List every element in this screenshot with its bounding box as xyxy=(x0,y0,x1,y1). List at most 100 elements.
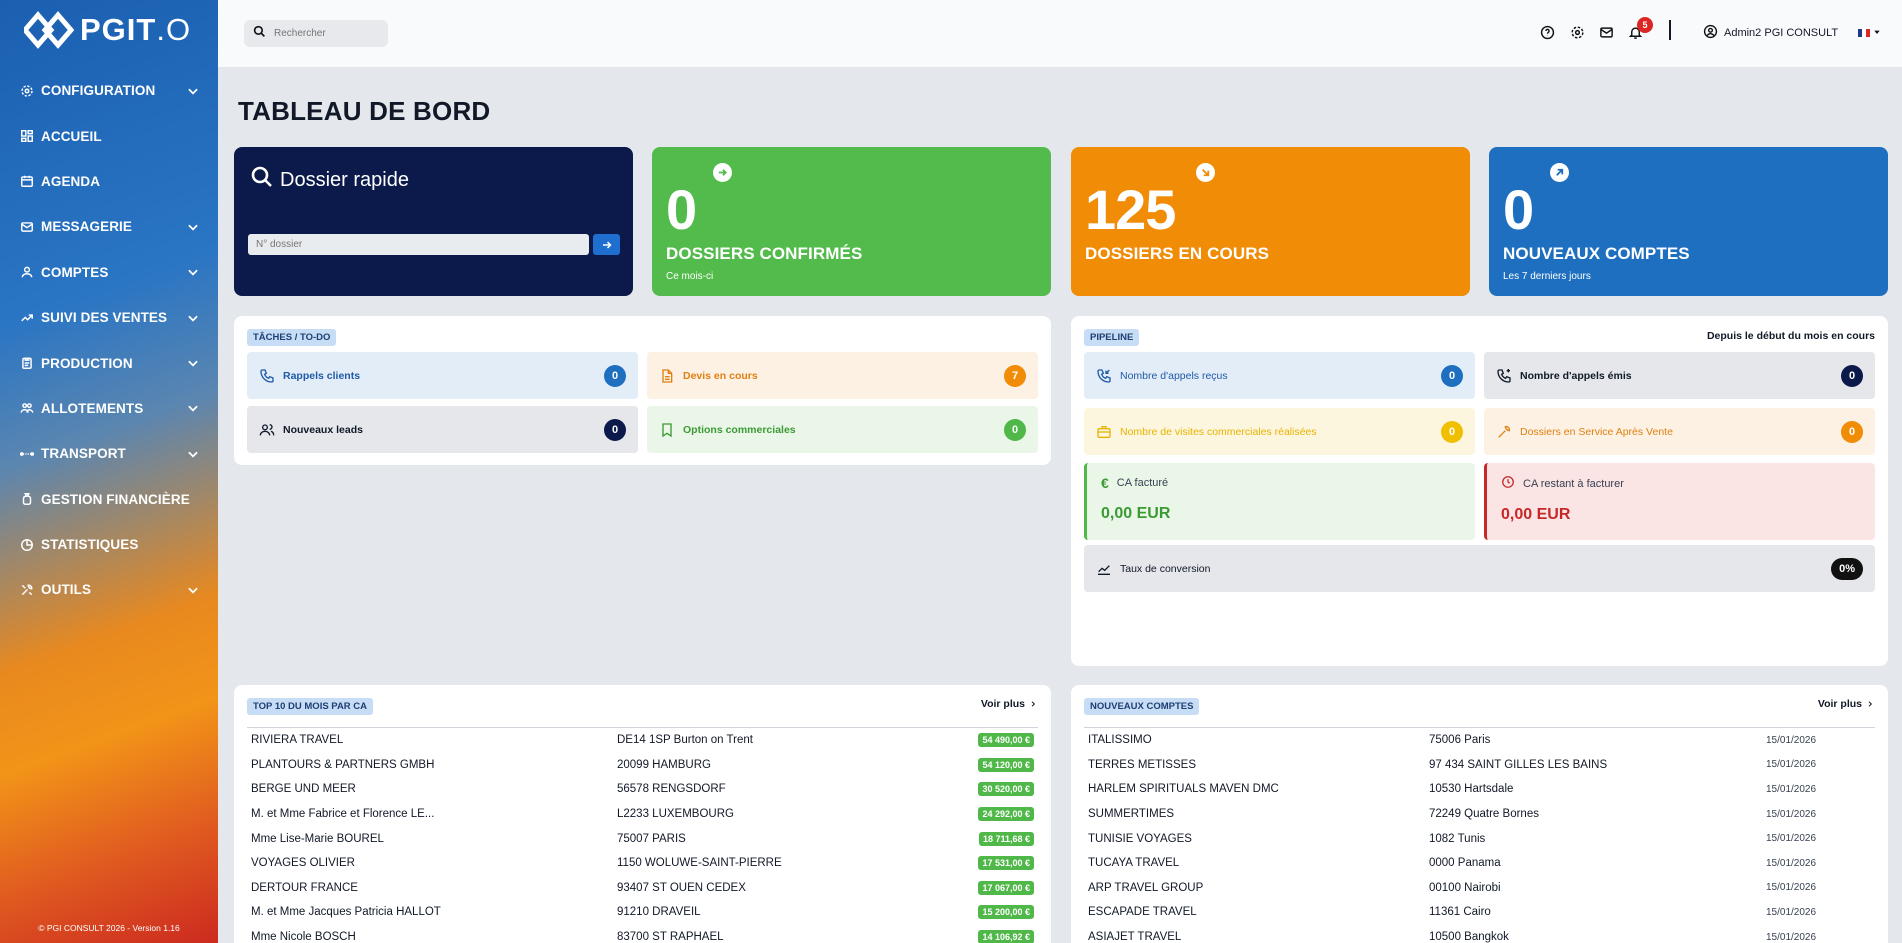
ca-restant-value: 0,00 EUR xyxy=(1501,506,1571,523)
table-row[interactable]: ESCAPADE TRAVEL 11361 Cairo 15/01/2026 xyxy=(1088,906,1817,919)
table-row[interactable]: Mme Nicole BOSCH 83700 ST RAPHAEL 14 106,9… xyxy=(247,925,1038,943)
search-icon xyxy=(253,25,266,43)
go-button[interactable] xyxy=(593,234,620,255)
pipeline-appels-emis[interactable]: Nombre d'appels émis 0 xyxy=(1484,352,1875,399)
logo-diamonds-icon xyxy=(24,11,74,49)
search-input[interactable] xyxy=(274,28,374,39)
table-row[interactable]: HARLEM SPIRITUALS MAVEN DMC 10530 Hartsda… xyxy=(1088,783,1817,796)
sidebar-item-configuration[interactable]: CONFIGURATION xyxy=(0,68,218,113)
arrow-up-right-icon[interactable] xyxy=(1550,163,1569,182)
chevron-down-icon[interactable] xyxy=(186,356,200,370)
chevron-down-icon[interactable] xyxy=(186,265,200,279)
sidebar-item-transport[interactable]: TRANSPORT xyxy=(0,431,218,476)
kpi-nouveaux-comptes[interactable]: 0 NOUVEAUX COMPTES Les 7 derniers jours xyxy=(1489,147,1888,296)
sidebar-item-allotements[interactable]: ALLOTEMENTS xyxy=(0,386,218,431)
user-name: Admin2 PGI CONSULT xyxy=(1724,27,1839,39)
logo-text: PGIT.O xyxy=(80,12,192,47)
dashboard-icon xyxy=(20,129,34,143)
kpi-dossiers-en-cours[interactable]: 125 DOSSIERS EN COURS xyxy=(1071,147,1470,296)
chevron-down-icon[interactable] xyxy=(186,447,200,461)
table-row[interactable]: Mme Lise-Marie BOUREL 75007 PARIS 18 711,6… xyxy=(247,826,1038,851)
table-row[interactable]: ARP TRAVEL GROUP 00100 Nairobi 15/01/2026 xyxy=(1088,881,1817,894)
app-logo[interactable]: PGIT.O xyxy=(24,10,191,50)
conversion-label: Taux de conversion xyxy=(1120,562,1211,575)
sidebar-item-production[interactable]: PRODUCTION xyxy=(0,340,218,385)
table-row[interactable]: TUCAYA TRAVEL 0000 Panama 15/01/2026 xyxy=(1088,857,1817,870)
table-row[interactable]: TERRES METISSES 97 434 SAINT GILLES LES B… xyxy=(1088,758,1817,771)
task-label: Devis en cours xyxy=(683,369,758,382)
table-row[interactable]: SUMMERTIMES 72249 Quatre Bornes 15/01/2026 xyxy=(1088,808,1817,821)
dossier-number-input[interactable] xyxy=(248,234,589,255)
voir-plus-link[interactable]: Voir plus xyxy=(1818,698,1874,710)
wrench-icon xyxy=(1496,424,1512,440)
pipeline-appels-recus[interactable]: Nombre d'appels reçus 0 xyxy=(1084,352,1475,399)
sidebar-item-label: STATISTIQUES xyxy=(41,537,139,553)
task-options-commerciales[interactable]: Options commerciales 0 xyxy=(647,406,1038,453)
chevron-down-icon[interactable] xyxy=(186,311,200,325)
pipeline-visites-commerciales[interactable]: Nombre de visites commerciales réalisées… xyxy=(1084,408,1475,455)
sidebar-item-label: ACCUEIL xyxy=(41,128,102,144)
table-row[interactable]: RIVIERA TRAVEL DE14 1SP Burton on Trent 54… xyxy=(247,728,1038,753)
bookmark-icon xyxy=(659,422,675,438)
task-count: 0 xyxy=(1004,418,1026,441)
table-row[interactable]: ITALISSIMO 75006 Paris 15/01/2026 xyxy=(1088,734,1817,747)
table-row[interactable]: M. et Mme Fabrice et Florence LE... L2233… xyxy=(247,802,1038,827)
pipeline-label: Dossiers en Service Après Vente xyxy=(1520,425,1673,438)
topbar xyxy=(218,0,1902,68)
user-menu[interactable]: Admin2 PGI CONSULT xyxy=(1703,24,1838,42)
kpi-sub: Les 7 derniers jours xyxy=(1503,271,1591,282)
chevron-down-icon[interactable] xyxy=(186,401,200,415)
help-icon[interactable] xyxy=(1539,24,1555,40)
sidebar-item-agenda[interactable]: AGENDA xyxy=(0,159,218,204)
sidebar-item-label: TRANSPORT xyxy=(41,446,126,462)
table-row[interactable]: VOYAGES OLIVIER 1150 WOLUWE-SAINT-PIERRE 1… xyxy=(247,851,1038,876)
quick-dossier-card: Dossier rapide xyxy=(234,147,633,296)
sidebar: PGIT.O CONFIGURATION ACCUEIL AGENDA MESS… xyxy=(0,0,218,943)
table-row[interactable]: BERGE UND MEER 56578 RENGSDORF 30 520,00 € xyxy=(247,777,1038,802)
ca-facture-value: 0,00 EUR xyxy=(1101,505,1171,522)
document-icon xyxy=(659,368,675,384)
task-label: Rappels clients xyxy=(283,369,361,382)
chevron-right-icon xyxy=(1868,701,1873,707)
ca-facture-label: CA facturé xyxy=(1116,477,1169,489)
kpi-dossiers-confirmes[interactable]: 0 DOSSIERS CONFIRMÉS Ce mois-ci xyxy=(652,147,1051,296)
sidebar-item-accueil[interactable]: ACCUEIL xyxy=(0,113,218,158)
kpi-value: 125 xyxy=(1085,178,1176,241)
chevron-down-icon[interactable] xyxy=(186,84,200,98)
chevron-down-icon[interactable] xyxy=(186,583,200,597)
table-row[interactable]: PLANTOURS & PARTNERS GMBH 20099 HAMBURG 54… xyxy=(247,753,1038,778)
sidebar-item-comptes[interactable]: COMPTES xyxy=(0,250,218,295)
arrow-right-icon[interactable] xyxy=(713,163,732,182)
pipeline-tag: PIPELINE xyxy=(1084,329,1140,346)
sidebar-item-gestion-financiere[interactable]: GESTION FINANCIÈRE xyxy=(0,477,218,522)
language-selector[interactable] xyxy=(1858,27,1881,39)
gear-icon[interactable] xyxy=(1569,24,1585,40)
table-row[interactable]: TUNISIE VOYAGES 1082 Tunis 15/01/2026 xyxy=(1088,832,1817,845)
task-nouveaux-leads[interactable]: Nouveaux leads 0 xyxy=(247,406,638,453)
sidebar-item-label: PRODUCTION xyxy=(41,355,133,371)
sidebar-item-messagerie[interactable]: MESSAGERIE xyxy=(0,204,218,249)
chevron-down-icon[interactable] xyxy=(186,220,200,234)
copyright: © PGI CONSULT 2026 - Version 1.16 xyxy=(38,923,180,933)
table-row[interactable]: DERTOUR FRANCE 93407 ST OUEN CEDEX 17 067,… xyxy=(247,876,1038,901)
sidebar-item-outils[interactable]: OUTILS xyxy=(0,567,218,612)
sidebar-item-statistiques[interactable]: STATISTIQUES xyxy=(0,522,218,567)
pipeline-period: Depuis le début du mois en cours xyxy=(1706,330,1875,342)
sidebar-item-label: MESSAGERIE xyxy=(41,219,133,235)
arrow-down-right-icon[interactable] xyxy=(1196,163,1215,182)
pipeline-count: 0 xyxy=(1841,420,1863,443)
table-row[interactable]: M. et Mme Jacques Patricia HALLOT 91210 D… xyxy=(247,900,1038,925)
kpi-label: DOSSIERS CONFIRMÉS xyxy=(666,244,863,263)
search-box[interactable] xyxy=(244,20,388,47)
tasks-tag: TÂCHES / TO-DO xyxy=(247,329,337,346)
sidebar-item-label: SUIVI DES VENTES xyxy=(41,310,168,326)
task-rappels-clients[interactable]: Rappels clients 0 xyxy=(247,352,638,399)
pipeline-service-apres-vente[interactable]: Dossiers en Service Après Vente 0 xyxy=(1484,408,1875,455)
task-devis-en-cours[interactable]: Devis en cours 7 xyxy=(647,352,1038,399)
sidebar-item-suivi-des-ventes[interactable]: SUIVI DES VENTES xyxy=(0,295,218,340)
divider xyxy=(1669,20,1671,40)
kpi-sub: Ce mois-ci xyxy=(666,271,714,282)
table-row[interactable]: ASIAJET TRAVEL 10500 Bangkok 15/01/2026 xyxy=(1088,931,1817,943)
mail-icon[interactable] xyxy=(1598,24,1614,40)
voir-plus-link[interactable]: Voir plus xyxy=(981,698,1037,710)
